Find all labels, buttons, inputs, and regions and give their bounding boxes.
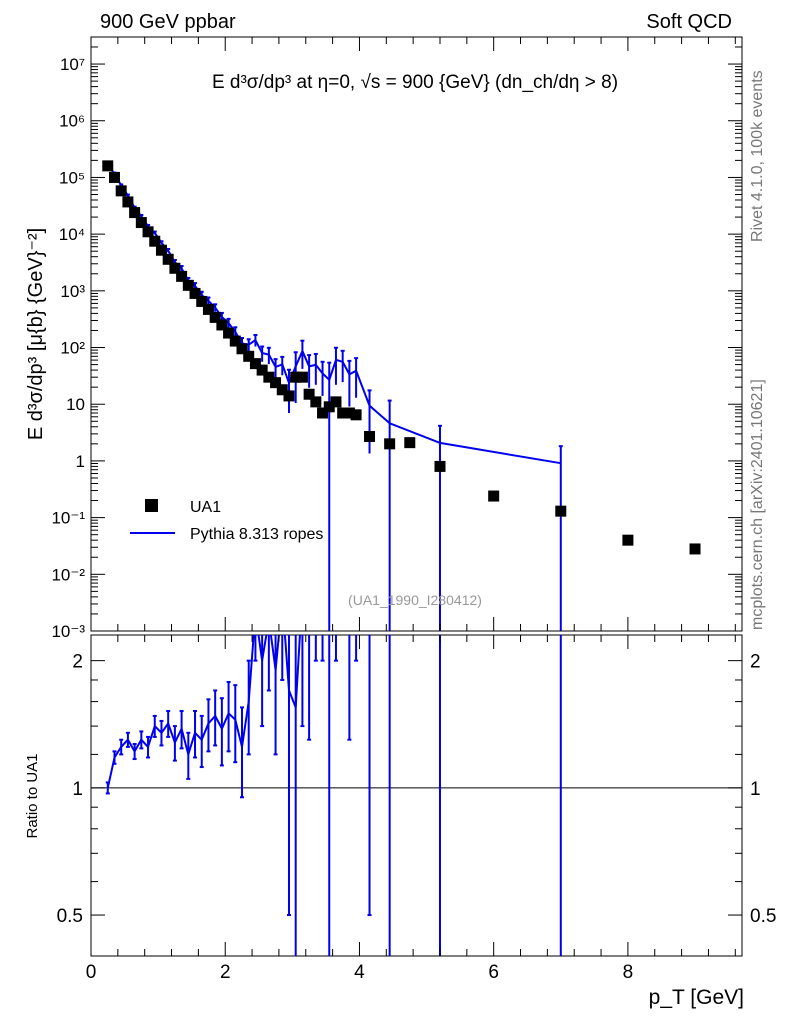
data-point-ua1 <box>182 279 194 291</box>
data-point-ua1 <box>343 407 355 419</box>
data-point-ua1 <box>102 160 114 172</box>
data-point-ua1 <box>622 534 634 546</box>
ratio-panel: 0.5 0.5 1 1 2 2 <box>57 634 777 957</box>
x-tick-label: 2 <box>220 962 231 983</box>
data-point-ua1 <box>404 437 416 449</box>
data-point-ua1 <box>169 262 181 274</box>
data-point-ua1 <box>303 388 315 400</box>
ratio-tick-label-right: 2 <box>750 652 761 673</box>
data-point-ua1 <box>270 377 282 389</box>
data-point-ua1 <box>330 396 342 408</box>
data-point-ua1 <box>209 311 221 323</box>
data-point-ua1 <box>162 253 174 265</box>
data-point-ua1 <box>216 319 228 331</box>
main-ticks: 10⁻³ 10⁻² 10⁻¹ 1 10 10² 10³ 10⁴ 10⁵ 10⁶ 10⁷ <box>51 46 742 641</box>
main-panel: 10⁻³ 10⁻² 10⁻¹ 1 10 10² 10³ 10⁴ 10⁵ 10⁶ 10⁷ E d³σ/… <box>51 36 743 641</box>
ratio-tick-label-left: 1 <box>72 779 83 800</box>
x-tick-label: 8 <box>623 962 634 983</box>
mcplots-credit-text: mcplots.cern.ch [arXiv:2401.10621] <box>749 379 766 630</box>
mc-line-ratio <box>106 635 393 789</box>
mc-line-main <box>107 165 561 465</box>
x-tick-label: 6 <box>488 962 499 983</box>
data-point-ua1 <box>149 235 161 247</box>
data-point-ua1 <box>115 185 127 197</box>
data-point-ua1 <box>488 490 500 502</box>
data-point-ua1 <box>108 171 120 183</box>
y-tick-label: 1 <box>76 452 85 471</box>
x-tick-label: 4 <box>354 962 365 983</box>
legend-label-ua1: UA1 <box>190 499 221 516</box>
y-tick-label: 10⁴ <box>59 225 85 244</box>
y-tick-label: 10⁻³ <box>51 622 85 641</box>
data-point-ua1 <box>689 543 701 555</box>
y-tick-label: 10² <box>60 339 85 358</box>
header-right: Soft QCD <box>646 11 732 33</box>
data-point-ua1 <box>337 407 349 419</box>
legend-label-pythia: Pythia 8.313 ropes <box>190 526 323 543</box>
ratio-tick-label-left: 2 <box>72 652 83 673</box>
y-tick-label: 10⁷ <box>60 55 85 74</box>
chart-title: E d³σ/dp³ at η=0, √s = 900 {GeV} (dn_ch/… <box>212 72 618 93</box>
x-ticks: 0 2 4 6 8 <box>86 37 736 983</box>
data-point-ua1 <box>249 358 261 370</box>
data-point-ua1 <box>364 430 376 442</box>
main-marks <box>102 160 701 631</box>
data-point-ua1 <box>202 303 214 315</box>
main-frame <box>90 36 743 632</box>
data-point-ua1 <box>263 371 275 383</box>
data-point-ua1 <box>296 371 308 383</box>
data-point-ua1 <box>384 438 396 450</box>
data-point-ua1 <box>283 390 295 402</box>
ratio-tick-label-right: 0.5 <box>750 906 776 927</box>
y-tick-label: 10³ <box>60 282 85 301</box>
data-point-ua1 <box>350 409 362 421</box>
data-point-ua1 <box>229 335 241 347</box>
data-point-ua1 <box>223 327 235 339</box>
header-left: 900 GeV ppbar <box>100 11 236 33</box>
data-point-ua1 <box>310 396 322 408</box>
legend-marker-ua1 <box>145 499 158 512</box>
data-point-ua1 <box>236 343 248 355</box>
rivet-version-text: Rivet 4.1.0, 100k events <box>749 70 766 242</box>
y-axis-label-ratio: Ratio to UA1 <box>24 753 41 838</box>
data-point-ua1 <box>196 295 208 307</box>
data-point-ua1 <box>243 350 255 362</box>
data-point-ua1 <box>555 505 567 517</box>
data-point-ua1 <box>323 401 335 413</box>
y-tick-label: 10⁵ <box>59 168 85 187</box>
ratio-ticks: 0.5 0.5 1 1 2 2 <box>57 652 777 927</box>
x-axis-label: p_T [GeV] <box>649 986 744 1009</box>
ratio-tick-label-left: 0.5 <box>57 906 83 927</box>
data-point-ua1 <box>155 244 167 256</box>
x-tick-label: 0 <box>86 962 97 983</box>
y-tick-label: 10⁶ <box>59 112 85 131</box>
analysis-watermark: (UA1_1990_I280412) <box>348 592 482 608</box>
y-axis-label-main: E d³σ/dp³ [μ{b} {GeV}⁻²] <box>25 228 47 440</box>
ratio-tick-label-right: 1 <box>750 779 761 800</box>
data-point-ua1 <box>122 196 134 208</box>
data-point-ua1 <box>276 384 288 396</box>
data-point-ua1 <box>290 371 302 383</box>
data-point-ua1 <box>135 217 147 229</box>
ratio-marks <box>105 635 562 956</box>
data-point-ua1 <box>142 226 154 238</box>
data-point-ua1 <box>256 364 268 376</box>
data-point-ua1 <box>189 287 201 299</box>
y-tick-label: 10 <box>66 395 85 414</box>
data-point-ua1 <box>176 270 188 282</box>
y-tick-label: 10⁻² <box>51 565 85 584</box>
data-point-ua1 <box>434 460 446 472</box>
ratio-frame <box>90 634 743 957</box>
data-point-ua1 <box>129 207 141 219</box>
data-point-ua1 <box>317 407 329 419</box>
y-tick-label: 10⁻¹ <box>51 509 85 528</box>
legend: UA1 Pythia 8.313 ropes <box>130 499 323 543</box>
